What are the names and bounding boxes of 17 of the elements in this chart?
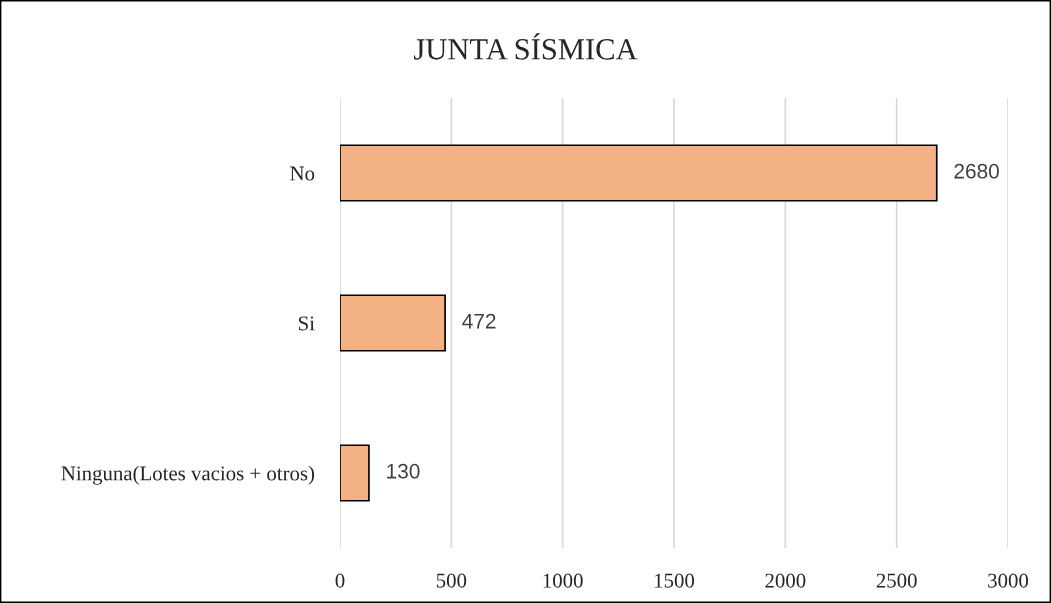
x-tick-label: 2000: [765, 573, 806, 588]
bar: [340, 444, 370, 502]
y-tick-label: Si: [299, 316, 315, 331]
y-tick-label: Ninguna(Lotes vacios + otros): [61, 465, 315, 485]
y-tick-label: No: [290, 166, 315, 181]
x-tick-label: 0: [335, 573, 345, 588]
data-label: 130: [387, 463, 420, 479]
x-tick-label: 3000: [988, 573, 1029, 588]
bar: [340, 294, 446, 352]
x-tick-label: 2500: [876, 573, 917, 588]
data-label: 2680: [954, 163, 999, 179]
x-tick-label: 1000: [543, 573, 583, 588]
data-label: 472: [462, 313, 496, 329]
x-tick-label: 1500: [655, 573, 695, 588]
x-tick-label: 500: [436, 573, 467, 588]
chart-title: JUNTA SÍSMICA: [414, 33, 638, 60]
bar: [340, 144, 938, 202]
